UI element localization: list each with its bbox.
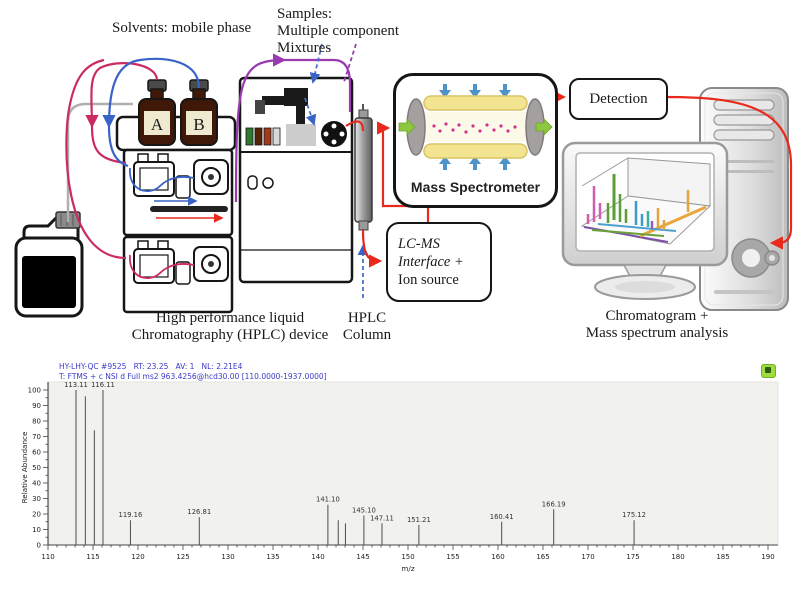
waste-container <box>14 211 84 318</box>
hplc-pump-module-lower <box>122 235 234 314</box>
y-tick-label: 50 <box>32 464 41 472</box>
x-tick-label: 160 <box>491 553 504 561</box>
x-tick-label: 125 <box>176 553 189 561</box>
diagram-artwork: A B <box>14 43 793 318</box>
hplc-column <box>354 104 373 238</box>
y-tick-label: 90 <box>32 402 41 410</box>
samples-line-3: Mixtures <box>277 40 332 56</box>
spectrum-header-scan-info: HY-LHY-QC #9525 RT: 23.25 AV: 1 NL: 2.21… <box>59 362 243 371</box>
peak-label: 126.81 <box>187 508 211 516</box>
lcms-workflow-diagram: A B <box>14 6 793 343</box>
spectrum-header-filter-info: T: FTMS + c NSI d Full ms2 963.4256@hcd3… <box>59 372 327 381</box>
mixer-line <box>150 196 228 223</box>
x-tick-label: 135 <box>266 553 279 561</box>
tubing-solvent-crimson <box>65 58 195 279</box>
peak-label: 147.11 <box>370 514 394 522</box>
y-tick-label: 70 <box>32 433 41 441</box>
solvents-label: Solvents: mobile phase <box>112 20 252 36</box>
peak-label: 116.11 <box>91 381 115 389</box>
peak-label: 175.12 <box>622 511 646 519</box>
peak-label: 145.10 <box>352 507 376 515</box>
ion-beam-cylinder <box>398 84 553 170</box>
x-tick-label: 170 <box>581 553 594 561</box>
mass-spectrometer-box: Mass Spectrometer <box>393 73 558 208</box>
bottle-a-letter: A <box>151 115 164 134</box>
y-tick-label: 30 <box>32 495 41 503</box>
x-tick-label: 130 <box>221 553 234 561</box>
x-tick-label: 175 <box>626 553 639 561</box>
samples-label: Samples: Multiple component Mixtures <box>277 6 399 57</box>
x-tick-label: 145 <box>356 553 369 561</box>
detection-box: Detection <box>569 78 668 120</box>
x-tick-label: 140 <box>311 553 324 561</box>
green-outlet-arrow <box>535 118 553 136</box>
tubing-solvent-blue <box>102 57 201 192</box>
x-tick-label: 190 <box>761 553 774 561</box>
x-tick-label: 165 <box>536 553 549 561</box>
hplc-column-label: HPLC Column <box>342 310 392 343</box>
solvent-bottle-a: A <box>138 79 176 146</box>
ion-dots <box>432 122 517 134</box>
x-tick-label: 110 <box>41 553 54 561</box>
sample-injection-blue-dashed-arrows <box>304 43 369 298</box>
y-tick-label: 100 <box>28 386 41 394</box>
lcms-interface-box: LC-MS Interface + Ion source <box>386 222 492 302</box>
screen-3d-chromatogram <box>580 157 712 245</box>
plot-background <box>48 381 779 546</box>
y-axis-title: Relative Abundance <box>20 431 29 503</box>
x-tick-label: 180 <box>671 553 684 561</box>
y-tick-label: 10 <box>32 526 41 534</box>
hplc-pump-module-upper <box>122 148 234 237</box>
green-inlet-arrow <box>398 118 416 136</box>
mass-spectrum-panel: 110 115 120 125 130 135 140 145 150 155 160 165 170 1… <box>0 355 800 597</box>
hplc-device-label: High performance liquid Chromatography (… <box>131 310 329 343</box>
x-axis-title: m/z <box>401 564 414 573</box>
x-tick-label: 155 <box>446 553 459 561</box>
mass-spectrometer-label: Mass Spectrometer <box>410 179 541 195</box>
detection-label: Detection <box>589 90 648 107</box>
x-tick-label: 185 <box>716 553 729 561</box>
tubing-red-detection-to-computer <box>665 95 793 250</box>
peak-label: 119.16 <box>119 511 143 519</box>
y-tick-label: 0 <box>37 541 41 549</box>
samples-line-2: Multiple component <box>277 23 400 39</box>
tubing-sample-purple <box>234 43 357 203</box>
y-tick-label: 60 <box>32 448 41 456</box>
lcms-line-2: Interface + <box>398 254 464 270</box>
lcms-line-1: LC-MS <box>398 236 440 252</box>
peak-label: 113.11 <box>64 381 88 389</box>
x-tick-label: 115 <box>86 553 99 561</box>
peak-label: 160.41 <box>490 513 514 521</box>
x-tick-label: 150 <box>401 553 414 561</box>
tubing-red-transfer <box>345 91 566 268</box>
peak-label: 166.19 <box>542 500 566 508</box>
autosampler <box>238 76 354 284</box>
samples-line-1: Samples: <box>277 6 332 22</box>
analysis-label: Chromatogram + Mass spectrum analysis <box>585 308 729 341</box>
peak-label: 151.21 <box>407 516 431 524</box>
lcms-line-3: Ion source <box>398 272 459 288</box>
mass-spectrum-chart: 110 115 120 125 130 135 140 145 150 155 160 165 170 1… <box>20 381 779 573</box>
mass-spectrometer-illustration <box>398 84 553 170</box>
y-tick-label: 20 <box>32 510 41 518</box>
x-tick-label: 120 <box>131 553 144 561</box>
y-tick-label: 40 <box>32 479 41 487</box>
peak-label: 141.10 <box>316 496 340 504</box>
bottle-b-letter: B <box>193 115 204 134</box>
green-status-icon <box>761 364 776 378</box>
y-tick-label: 80 <box>32 417 41 425</box>
solvent-bottle-b: B <box>180 79 218 146</box>
monitor <box>561 141 729 300</box>
